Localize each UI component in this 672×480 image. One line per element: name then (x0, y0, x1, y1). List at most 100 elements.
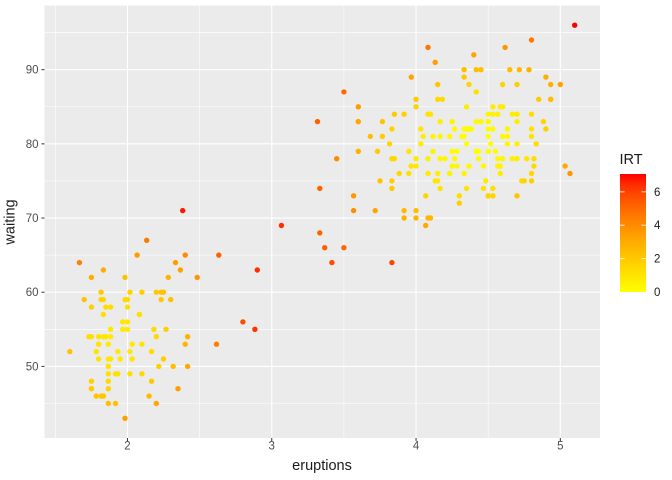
data-point (528, 178, 535, 184)
data-point (548, 81, 554, 88)
data-point (144, 237, 150, 243)
data-point (485, 126, 491, 132)
data-point (122, 296, 128, 303)
data-point (497, 163, 503, 169)
data-point (473, 118, 479, 125)
data-point (184, 334, 191, 340)
data-point (98, 296, 104, 303)
x-tick-label: 4 (413, 441, 420, 453)
data-point (148, 348, 155, 355)
data-point (165, 274, 171, 281)
data-point (124, 304, 131, 310)
data-point (406, 170, 412, 177)
y-tick-label: 50 (26, 361, 39, 373)
data-point (317, 230, 323, 236)
data-point (463, 141, 470, 147)
data-point (182, 341, 188, 347)
data-point (240, 319, 246, 325)
data-point (100, 267, 107, 273)
data-point (124, 319, 131, 325)
data-point (148, 378, 155, 384)
data-point (389, 259, 395, 266)
data-point (170, 363, 176, 370)
legend-tick-label: 6 (654, 187, 660, 199)
x-axis-title: eruptions (292, 458, 352, 474)
data-point (485, 118, 491, 125)
data-point (160, 289, 167, 295)
data-point (451, 126, 458, 132)
data-point (531, 156, 537, 162)
x-tick-label: 2 (124, 441, 130, 453)
data-point (471, 52, 477, 58)
data-point (127, 348, 133, 355)
data-point (158, 296, 164, 303)
data-point (473, 67, 479, 73)
data-point (466, 81, 472, 88)
data-point (88, 304, 95, 310)
data-point (490, 185, 496, 192)
data-point (367, 133, 373, 140)
data-point (466, 163, 472, 169)
data-point (156, 363, 162, 370)
data-point (386, 141, 393, 147)
data-point (379, 133, 386, 140)
data-point (146, 393, 152, 399)
data-point (117, 356, 123, 362)
data-point (124, 326, 131, 332)
data-point (456, 193, 462, 199)
data-point (317, 185, 323, 192)
data-point (252, 326, 258, 332)
data-point (572, 22, 578, 28)
data-point (334, 156, 340, 162)
data-point (372, 207, 378, 214)
data-point (437, 133, 443, 140)
data-point (461, 170, 467, 177)
data-point (480, 185, 487, 192)
data-point (81, 296, 87, 303)
data-point (107, 304, 114, 310)
data-point (567, 170, 573, 177)
data-point (95, 334, 102, 340)
data-point (408, 74, 414, 80)
data-point (495, 156, 501, 162)
data-point (490, 104, 496, 110)
data-point (95, 341, 102, 347)
data-point (329, 259, 335, 266)
data-point (314, 118, 321, 125)
data-point (95, 356, 102, 362)
data-point (425, 156, 431, 162)
data-point (389, 126, 395, 132)
data-point (139, 371, 145, 377)
data-point (483, 178, 489, 184)
data-point (413, 207, 419, 214)
data-point (115, 371, 121, 377)
data-point (184, 363, 191, 370)
data-point (461, 74, 467, 80)
data-point (355, 104, 361, 110)
data-point (447, 133, 453, 140)
data-point (514, 81, 520, 88)
data-point (504, 126, 511, 132)
x-tick-label: 5 (557, 441, 563, 453)
data-point (401, 215, 407, 221)
data-point (509, 111, 515, 117)
data-point (514, 118, 520, 125)
data-point (413, 215, 419, 221)
data-point (507, 67, 513, 73)
data-point (105, 378, 112, 384)
data-point (543, 126, 549, 132)
data-point (540, 118, 547, 125)
data-point (490, 193, 496, 199)
data-point (514, 193, 520, 199)
data-point (120, 326, 126, 332)
data-point (533, 141, 539, 147)
data-point (112, 400, 119, 407)
data-point (418, 126, 424, 132)
data-point (105, 371, 112, 377)
data-point (127, 371, 133, 377)
data-point (526, 67, 532, 73)
y-axis-title: waiting (3, 199, 19, 245)
data-point (134, 252, 140, 258)
